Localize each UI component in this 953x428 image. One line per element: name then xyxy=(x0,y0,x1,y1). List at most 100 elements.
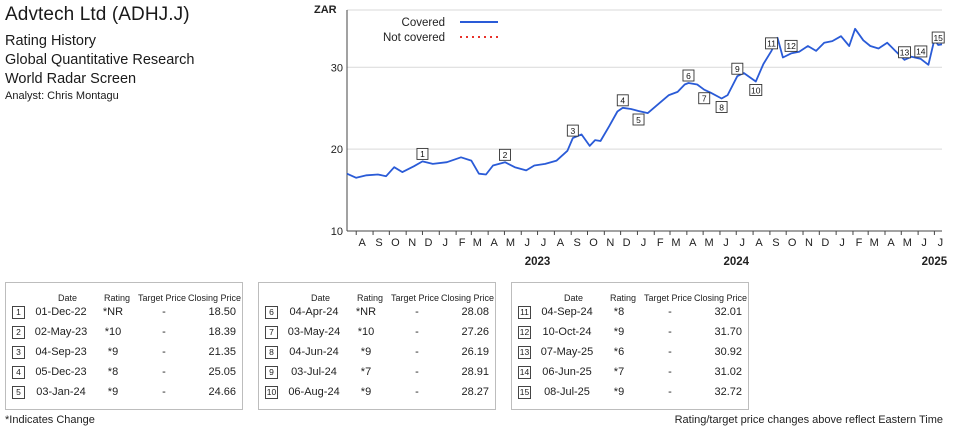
cell-close: 32.72 xyxy=(714,386,742,398)
covered-price-line xyxy=(346,27,943,179)
x-tick-label: A xyxy=(359,237,367,249)
rating-marker-box xyxy=(632,113,645,126)
x-tick-label: M xyxy=(671,237,680,249)
table-row: 13 07-May-25 *6 - 30.92 xyxy=(512,343,748,361)
y-tick-label: 20 xyxy=(331,144,343,156)
cell-target: - xyxy=(162,386,166,398)
x-tick-label: J xyxy=(921,237,927,249)
x-tick-label: S xyxy=(574,237,581,249)
x-tick-label: M xyxy=(870,237,879,249)
x-tick-label: F xyxy=(459,237,466,249)
table-row: 11 04-Sep-24 *8 - 32.01 xyxy=(512,303,748,321)
footnote-eastern-time: Rating/target price changes above reflec… xyxy=(674,414,943,426)
row-number-box: 2 xyxy=(12,326,25,339)
table-row: 12 10-Oct-24 *9 - 31.70 xyxy=(512,323,748,341)
rating-marker-label: 8 xyxy=(719,102,724,112)
column-header-close: Closing Price xyxy=(441,293,495,303)
cell-target: - xyxy=(162,366,166,378)
rating-table-1: Date Rating Target Price Closing Price 1 01-D… xyxy=(5,282,243,410)
x-tick-label: N xyxy=(606,237,614,249)
x-tick-label: J xyxy=(739,237,745,249)
cell-target: - xyxy=(415,386,419,398)
column-header-target: Target Price xyxy=(138,293,187,303)
column-header-target: Target Price xyxy=(391,293,440,303)
x-tick-label: A xyxy=(887,237,895,249)
rating-marker-box xyxy=(931,31,945,44)
cell-close: 31.02 xyxy=(714,366,742,378)
x-tick-label: J xyxy=(723,237,729,249)
x-tick-label: O xyxy=(788,237,797,249)
x-tick-label: O xyxy=(589,237,598,249)
cell-close: 32.01 xyxy=(714,306,742,318)
cell-rating: *7 xyxy=(613,366,625,378)
cell-rating: *9 xyxy=(107,346,119,358)
cell-date: 04-Apr-24 xyxy=(289,306,339,318)
year-label: 2025 xyxy=(922,256,948,268)
year-label: 2023 xyxy=(525,256,551,268)
cell-target: - xyxy=(668,386,672,398)
cell-close: 21.35 xyxy=(208,346,236,358)
row-number-box: 10 xyxy=(265,386,278,399)
x-tick-label: D xyxy=(424,237,432,249)
x-tick-label: A xyxy=(755,237,763,249)
cell-rating: *9 xyxy=(613,326,625,338)
x-tick-label: J xyxy=(541,237,547,249)
cell-close: 24.66 xyxy=(208,386,236,398)
rating-marker-box xyxy=(749,84,763,96)
legend-label: Not covered xyxy=(383,32,445,44)
rating-marker-box xyxy=(698,92,711,105)
rating-marker-label: 9 xyxy=(735,64,740,74)
subtitle-rating-history: Rating History xyxy=(5,33,97,49)
rating-marker-box xyxy=(731,62,744,75)
cell-target: - xyxy=(668,366,672,378)
cell-target: - xyxy=(668,306,672,318)
x-tick-label: D xyxy=(821,237,829,249)
cell-close: 26.19 xyxy=(461,346,489,358)
chart-plot-area xyxy=(346,27,943,179)
rating-marker-box xyxy=(566,124,579,137)
company-title: Advtech Ltd (ADHJ.J) xyxy=(5,4,190,25)
row-number-box: 1 xyxy=(12,306,25,319)
cell-close: 18.50 xyxy=(208,306,236,318)
rating-marker-box xyxy=(616,94,629,107)
rating-marker-label: 5 xyxy=(636,115,641,125)
column-header-date: Date xyxy=(58,293,78,303)
table-row: 4 05-Dec-23 *8 - 25.05 xyxy=(6,363,242,381)
table-row: 1 01-Dec-22 *NR - 18.50 xyxy=(6,303,242,321)
x-tick-label: S xyxy=(375,237,382,249)
cell-date: 03-Jul-24 xyxy=(291,366,337,378)
cell-rating: *6 xyxy=(613,346,625,358)
y-tick-label: 30 xyxy=(331,62,343,74)
year-label: 2024 xyxy=(723,256,749,268)
row-number-box: 13 xyxy=(518,346,531,359)
x-tick-label: O xyxy=(391,237,400,249)
rating-marker-label: 7 xyxy=(702,94,707,104)
rating-marker-label: 12 xyxy=(786,41,796,51)
table-row: 3 04-Sep-23 *9 - 21.35 xyxy=(6,343,242,361)
x-tick-label: N xyxy=(805,237,813,249)
table-row: 2 02-May-23 *10 - 18.39 xyxy=(6,323,242,341)
chart-legend: Covered Not covered xyxy=(383,17,498,44)
x-tick-label: J xyxy=(641,237,647,249)
cell-date: 10-Oct-24 xyxy=(542,326,592,338)
rating-marker-label: 2 xyxy=(503,150,508,160)
x-tick-label: M xyxy=(903,237,912,249)
subtitle-research: Global Quantitative Research xyxy=(5,52,195,68)
cell-target: - xyxy=(162,326,166,338)
rating-marker-box xyxy=(898,46,911,59)
row-number-box: 6 xyxy=(265,306,278,319)
rating-marker-label: 4 xyxy=(620,96,625,106)
x-tick-label: M xyxy=(705,237,714,249)
rating-marker-label: 14 xyxy=(916,47,926,57)
table-row: 14 06-Jun-25 *7 - 31.02 xyxy=(512,363,748,381)
cell-target: - xyxy=(668,326,672,338)
cell-rating: *9 xyxy=(107,386,119,398)
rating-marker-label: 15 xyxy=(933,33,943,43)
x-tick-label: J xyxy=(525,237,531,249)
row-number-box: 4 xyxy=(12,366,25,379)
rating-marker-box xyxy=(765,37,778,50)
column-header-rating: Rating xyxy=(357,293,384,303)
cell-close: 28.91 xyxy=(461,366,489,378)
cell-target: - xyxy=(415,346,419,358)
